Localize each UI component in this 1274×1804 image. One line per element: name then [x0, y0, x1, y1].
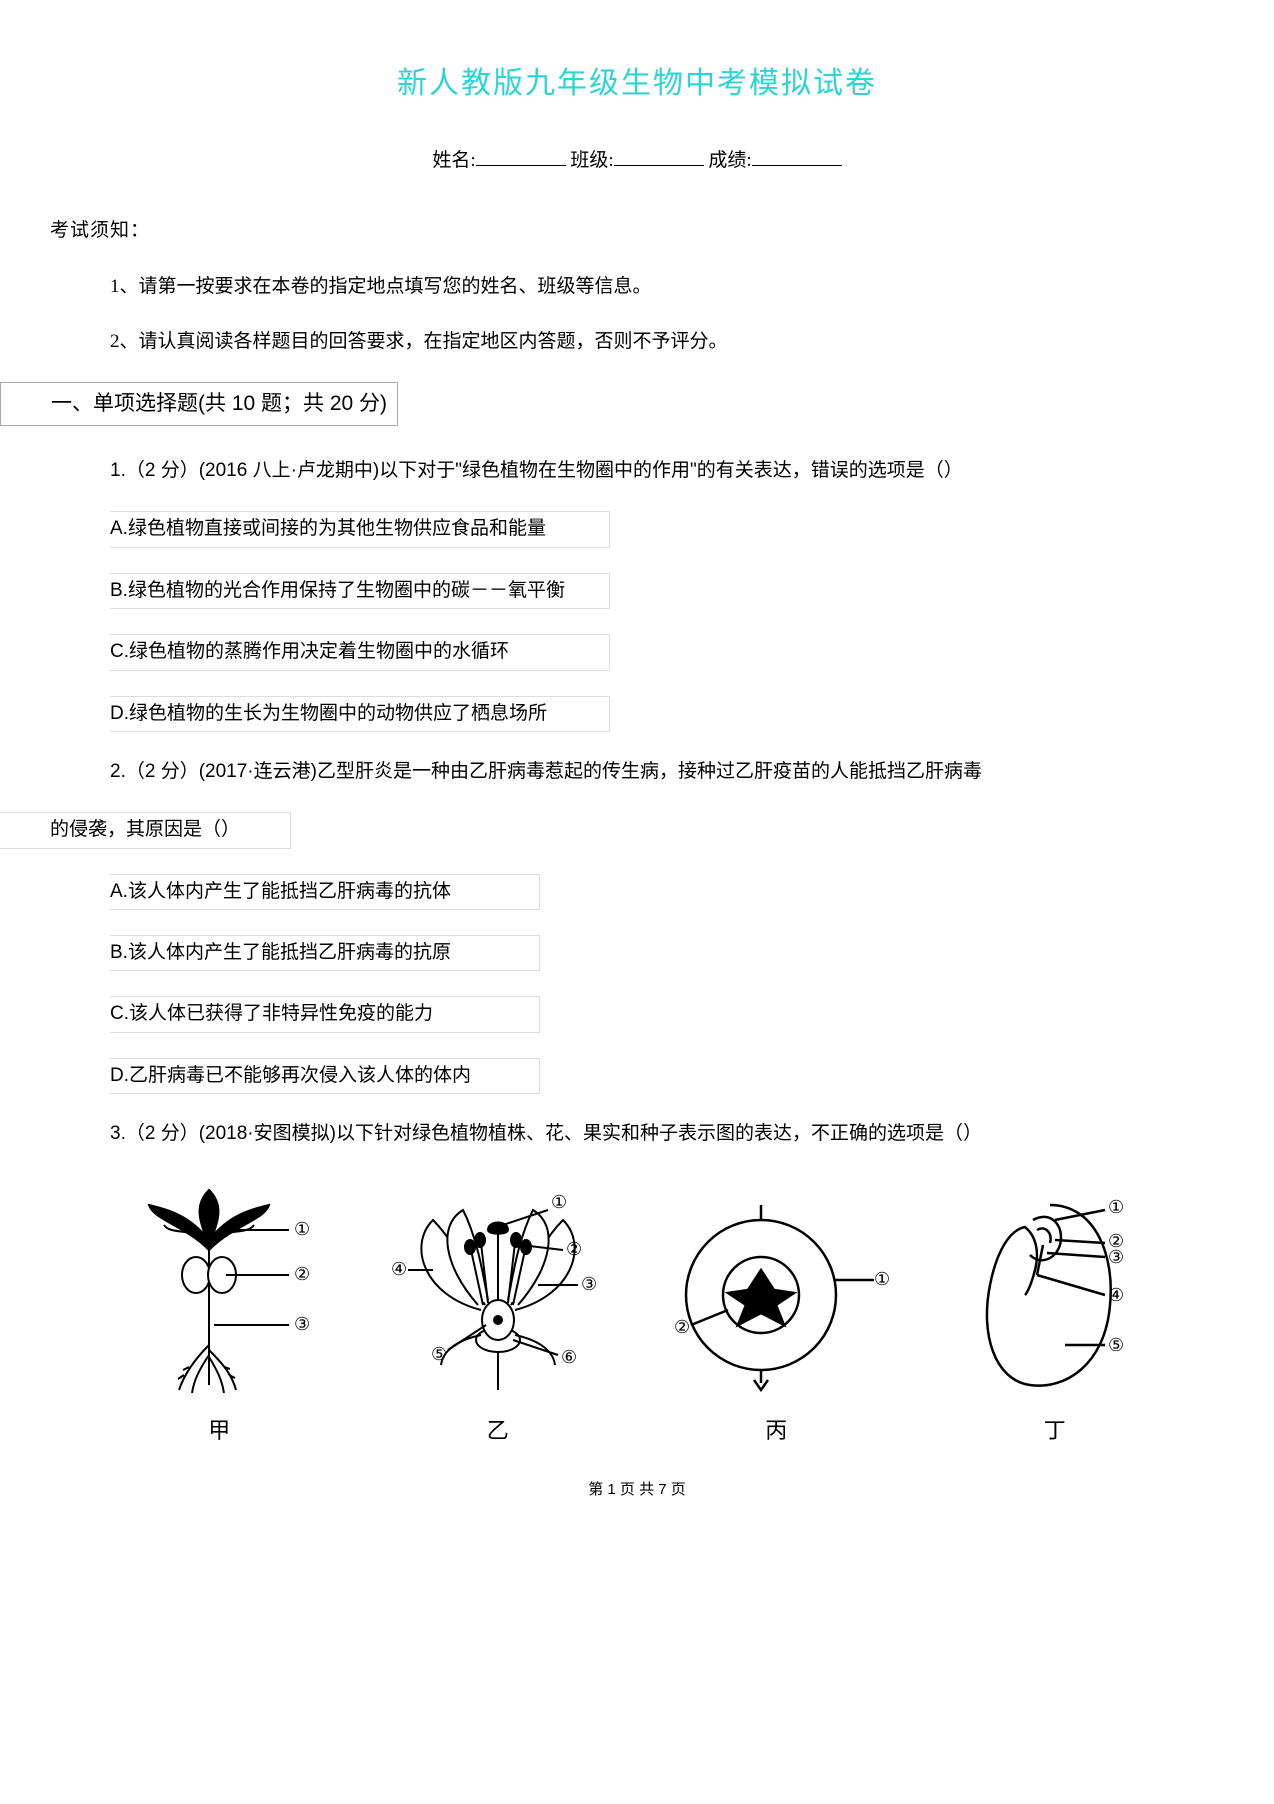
notice-header: 考试须知： [50, 216, 1224, 246]
q2-option-a: A.该人体内产生了能抵挡乙肝病毒的抗体 [110, 874, 540, 910]
q3-stem: 3.（2 分）(2018·安图模拟)以下针对绿色植物植株、花、果实和种子表示图的… [110, 1119, 1214, 1149]
figure-label-bing: 丙 [637, 1413, 916, 1448]
seed-diagram-icon: ① ② ③ ④ ⑤ [955, 1175, 1155, 1405]
q2-option-c: C.该人体已获得了非特异性免疫的能力 [110, 996, 540, 1032]
svg-text:①: ① [874, 1269, 890, 1289]
svg-text:⑥: ⑥ [561, 1347, 577, 1367]
svg-text:②: ② [674, 1317, 690, 1337]
class-blank[interactable] [614, 143, 704, 166]
student-info-line: 姓名: 班级: 成绩: [50, 143, 1224, 176]
figure-label-yi: 乙 [359, 1413, 638, 1448]
q2-option-d: D.乙肝病毒已不能够再次侵入该人体的体内 [110, 1058, 540, 1094]
svg-text:①: ① [551, 1192, 567, 1212]
fruit-diagram-icon: ① ② [656, 1175, 896, 1405]
exam-title: 新人教版九年级生物中考模拟试卷 [50, 60, 1224, 108]
q1-option-a: A.绿色植物直接或间接的为其他生物供应食品和能量 [110, 511, 610, 547]
score-blank[interactable] [752, 143, 842, 166]
q2-stem: 2.（2 分）(2017·连云港)乙型肝炎是一种由乙肝病毒惹起的传生病，接种过乙… [110, 757, 1214, 787]
q1-option-c: C.绿色植物的蒸腾作用决定着生物圈中的水循环 [110, 634, 610, 670]
svg-text:③: ③ [1108, 1247, 1124, 1267]
class-label: 班级: [570, 150, 613, 171]
notice-item-1: 1、请第一按要求在本卷的指定地点填写您的姓名、班级等信息。 [110, 272, 1224, 302]
figure-label-jia: 甲 [80, 1413, 359, 1448]
figure-jia: ① ② ③ 甲 [80, 1175, 359, 1448]
svg-text:⑤: ⑤ [431, 1344, 447, 1364]
svg-text:②: ② [294, 1264, 310, 1284]
figure-bing: ① ② 丙 [637, 1175, 916, 1448]
page-footer: 第 1 页 共 7 页 [50, 1478, 1224, 1502]
svg-text:⑤: ⑤ [1108, 1335, 1124, 1355]
notice-item-2: 2、请认真阅读各样题目的回答要求，在指定地区内答题，否则不予评分。 [110, 327, 1224, 357]
score-label: 成绩: [708, 150, 751, 171]
svg-text:①: ① [1108, 1197, 1124, 1217]
svg-text:③: ③ [294, 1314, 310, 1334]
figure-row: ① ② ③ 甲 [80, 1175, 1194, 1448]
figure-yi: ① ② ③ ④ ⑤ ⑥ 乙 [359, 1175, 638, 1448]
name-label: 姓名: [432, 150, 475, 171]
svg-text:③: ③ [581, 1274, 597, 1294]
svg-text:④: ④ [1108, 1285, 1124, 1305]
q1-stem: 1.（2 分）(2016 八上·卢龙期中)以下对于"绿色植物在生物圈中的作用"的… [110, 456, 1214, 486]
plant-seedling-icon: ① ② ③ [114, 1175, 324, 1405]
name-blank[interactable] [476, 143, 566, 166]
q1-option-d: D.绿色植物的生长为生物圈中的动物供应了栖息场所 [110, 696, 610, 732]
q2-stem-cont: 的侵袭，其原因是（） [0, 812, 291, 848]
figure-ding: ① ② ③ ④ ⑤ 丁 [916, 1175, 1195, 1448]
section-1-header: 一、单项选择题(共 10 题；共 20 分) [0, 382, 398, 426]
q2-option-b: B.该人体内产生了能抵挡乙肝病毒的抗原 [110, 935, 540, 971]
svg-text:④: ④ [391, 1259, 407, 1279]
flower-diagram-icon: ① ② ③ ④ ⑤ ⑥ [363, 1175, 633, 1405]
svg-text:②: ② [566, 1239, 582, 1259]
q1-option-b: B.绿色植物的光合作用保持了生物圈中的碳－－氧平衡 [110, 573, 610, 609]
figure-label-ding: 丁 [916, 1413, 1195, 1448]
svg-text:①: ① [294, 1219, 310, 1239]
